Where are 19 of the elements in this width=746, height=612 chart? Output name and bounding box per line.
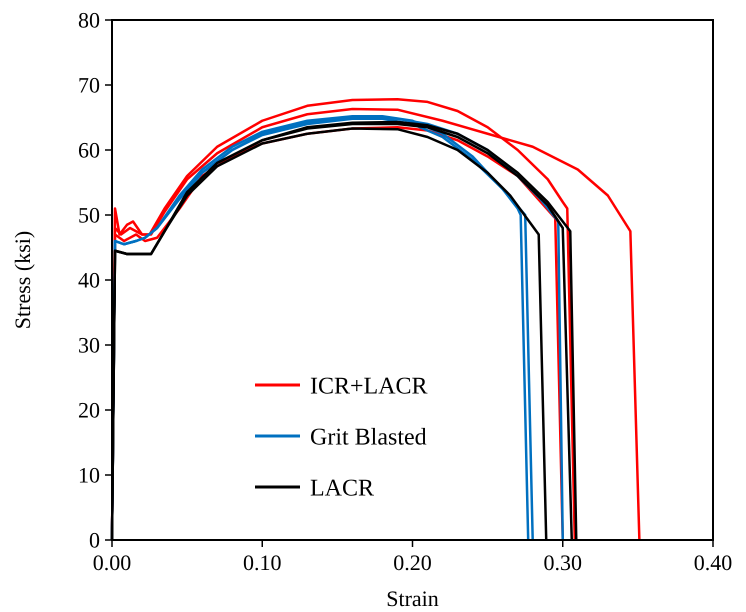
y-tick-label: 30	[78, 332, 100, 358]
x-tick-label: 0.40	[694, 550, 732, 575]
x-tick-label: 0.00	[92, 550, 132, 575]
x-tick-label: 0.30	[544, 550, 582, 575]
legend-label: Grit Blasted	[310, 424, 427, 450]
y-tick-label: 10	[78, 462, 100, 488]
x-tick-label: 0.20	[393, 550, 432, 575]
y-tick-label: 60	[78, 138, 100, 163]
y-tick-label: 80	[78, 8, 100, 33]
y-tick-label: 40	[78, 268, 100, 293]
y-tick-label: 20	[78, 398, 100, 423]
x-axis-title: Strain	[386, 586, 439, 611]
x-tick-label: 0.10	[243, 550, 282, 575]
y-tick-label: 50	[78, 202, 100, 228]
y-axis-title: Stress (ksi)	[10, 230, 35, 330]
legend-label: ICR+LACR	[310, 373, 428, 400]
legend-label: LACR	[310, 475, 374, 502]
y-tick-label: 70	[78, 72, 100, 98]
y-tick-label: 0	[89, 528, 100, 553]
